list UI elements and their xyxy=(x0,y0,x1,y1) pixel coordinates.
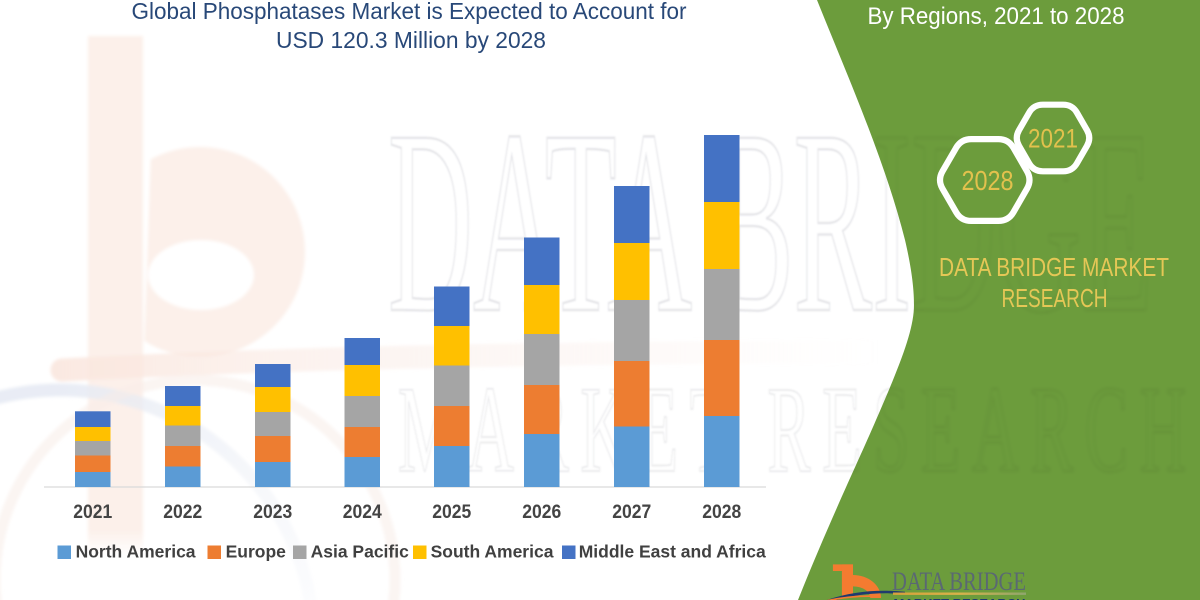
svg-text:2023: 2023 xyxy=(253,501,292,523)
svg-text:2022: 2022 xyxy=(163,501,202,523)
svg-text:2025: 2025 xyxy=(432,501,471,523)
svg-text:Europe: Europe xyxy=(226,542,287,562)
svg-text:South America: South America xyxy=(431,542,554,562)
svg-text:MARKET RESEARCH: MARKET RESEARCH xyxy=(894,597,1026,600)
svg-text:RESEARCH: RESEARCH xyxy=(1002,283,1108,313)
svg-text:DATA BRIDGE: DATA BRIDGE xyxy=(892,566,1026,596)
svg-text:2021: 2021 xyxy=(1028,124,1078,154)
svg-text:2026: 2026 xyxy=(522,501,561,523)
svg-text:MARKET RESEARCH: MARKET RESEARCH xyxy=(398,361,1198,498)
svg-text:North America: North America xyxy=(76,542,196,562)
svg-text:Asia Pacific: Asia Pacific xyxy=(311,542,410,562)
svg-text:2027: 2027 xyxy=(612,501,651,523)
svg-text:2028: 2028 xyxy=(702,501,741,523)
svg-text:DATA BRIDGE: DATA BRIDGE xyxy=(388,76,1153,367)
svg-text:By Regions, 2021 to 2028: By Regions, 2021 to 2028 xyxy=(868,3,1125,30)
svg-text:Global Phosphatases Market is: Global Phosphatases Market is Expected t… xyxy=(132,0,687,24)
svg-text:USD 120.3 Million by 2028: USD 120.3 Million by 2028 xyxy=(276,27,546,53)
svg-text:2024: 2024 xyxy=(343,501,382,523)
svg-text:2028: 2028 xyxy=(962,165,1014,196)
svg-text:DATA BRIDGE MARKET: DATA BRIDGE MARKET xyxy=(939,252,1169,282)
svg-text:2021: 2021 xyxy=(73,501,112,523)
svg-text:Middle East and Africa: Middle East and Africa xyxy=(579,542,766,562)
